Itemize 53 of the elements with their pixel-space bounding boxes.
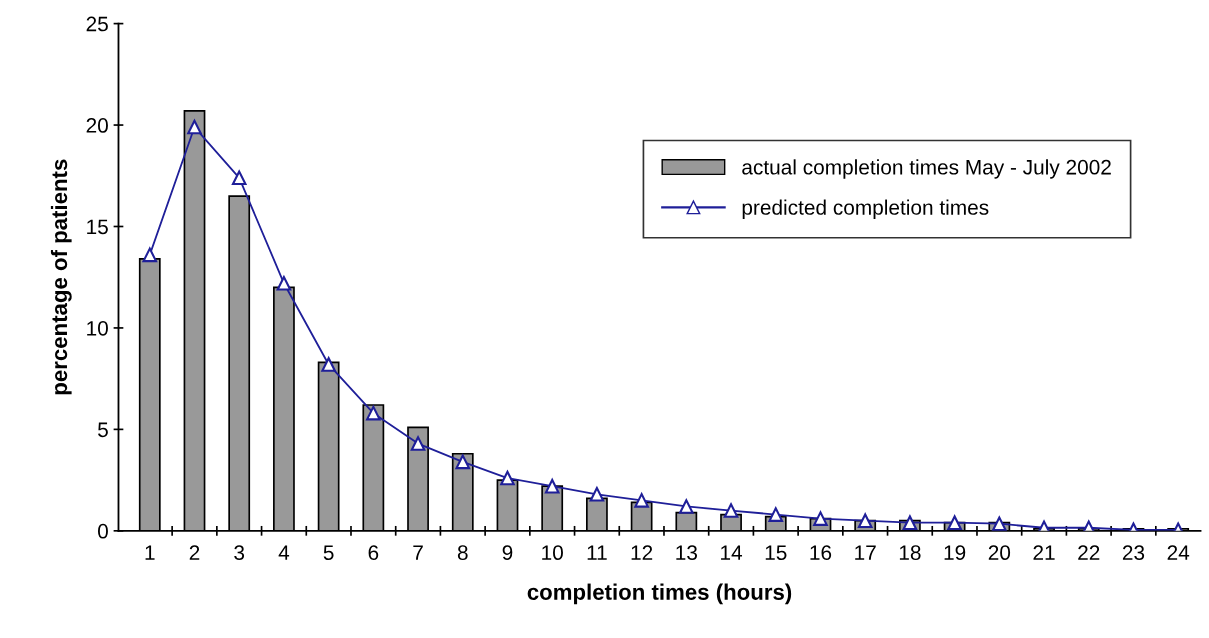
point — [589, 487, 605, 502]
point — [679, 499, 694, 514]
x-tick-label: 12 — [631, 545, 653, 560]
point — [321, 357, 336, 372]
x-tick-label: 17 — [855, 545, 876, 560]
point — [902, 515, 918, 530]
x-tick-label: 21 — [1033, 545, 1055, 560]
x-tick-label: 15 — [765, 545, 787, 561]
point — [366, 405, 381, 421]
point — [723, 503, 739, 518]
y-tick-label: 5 — [98, 422, 108, 438]
point — [857, 513, 873, 528]
point — [947, 515, 962, 530]
point — [544, 478, 560, 494]
x-tick-label: 4 — [278, 545, 290, 560]
x-tick-label: 24 — [1167, 545, 1190, 560]
point — [276, 276, 292, 291]
x-tick-label: 8 — [457, 545, 468, 561]
legend-label: predicted completion times — [742, 199, 989, 219]
x-tick-label: 22 — [1078, 545, 1100, 560]
point — [768, 507, 784, 522]
y-tick-label: 0 — [97, 523, 108, 539]
legend-label: actual completion times May - July 2002 — [742, 159, 1111, 179]
point — [455, 454, 471, 470]
point — [410, 436, 426, 451]
x-tick-label: 5 — [323, 545, 334, 561]
point — [231, 170, 247, 186]
x-tick-label: 14 — [721, 545, 743, 560]
y-tick-label: 20 — [86, 118, 108, 133]
y-tick-label: 10 — [87, 320, 108, 336]
point — [634, 493, 649, 508]
x-tick-label: 20 — [988, 545, 1011, 561]
x-tick-label: 7 — [413, 545, 423, 560]
x-tick-label: 9 — [502, 545, 513, 561]
y-axis-title: percentage of patients — [50, 159, 72, 395]
point — [187, 119, 202, 135]
point — [813, 511, 828, 526]
x-tick-label: 6 — [368, 545, 379, 561]
x-tick-label: 11 — [587, 545, 607, 560]
x-tick-label: 13 — [676, 545, 698, 561]
x-tick-label: 3 — [234, 545, 245, 561]
y-tick-label: 25 — [86, 16, 108, 32]
x-tick-label: 16 — [810, 545, 832, 561]
point — [500, 470, 515, 486]
x-tick-label: 10 — [542, 545, 563, 561]
x-tick-label: 18 — [899, 545, 921, 561]
x-tick-label: 23 — [1122, 545, 1145, 561]
x-tick-label: 1 — [145, 545, 155, 560]
x-axis-title: completion times (hours) — [527, 583, 792, 605]
x-tick-label: 19 — [944, 545, 966, 561]
x-tick-label: 2 — [189, 545, 200, 560]
point — [142, 247, 158, 263]
y-tick-label: 15 — [87, 219, 108, 235]
